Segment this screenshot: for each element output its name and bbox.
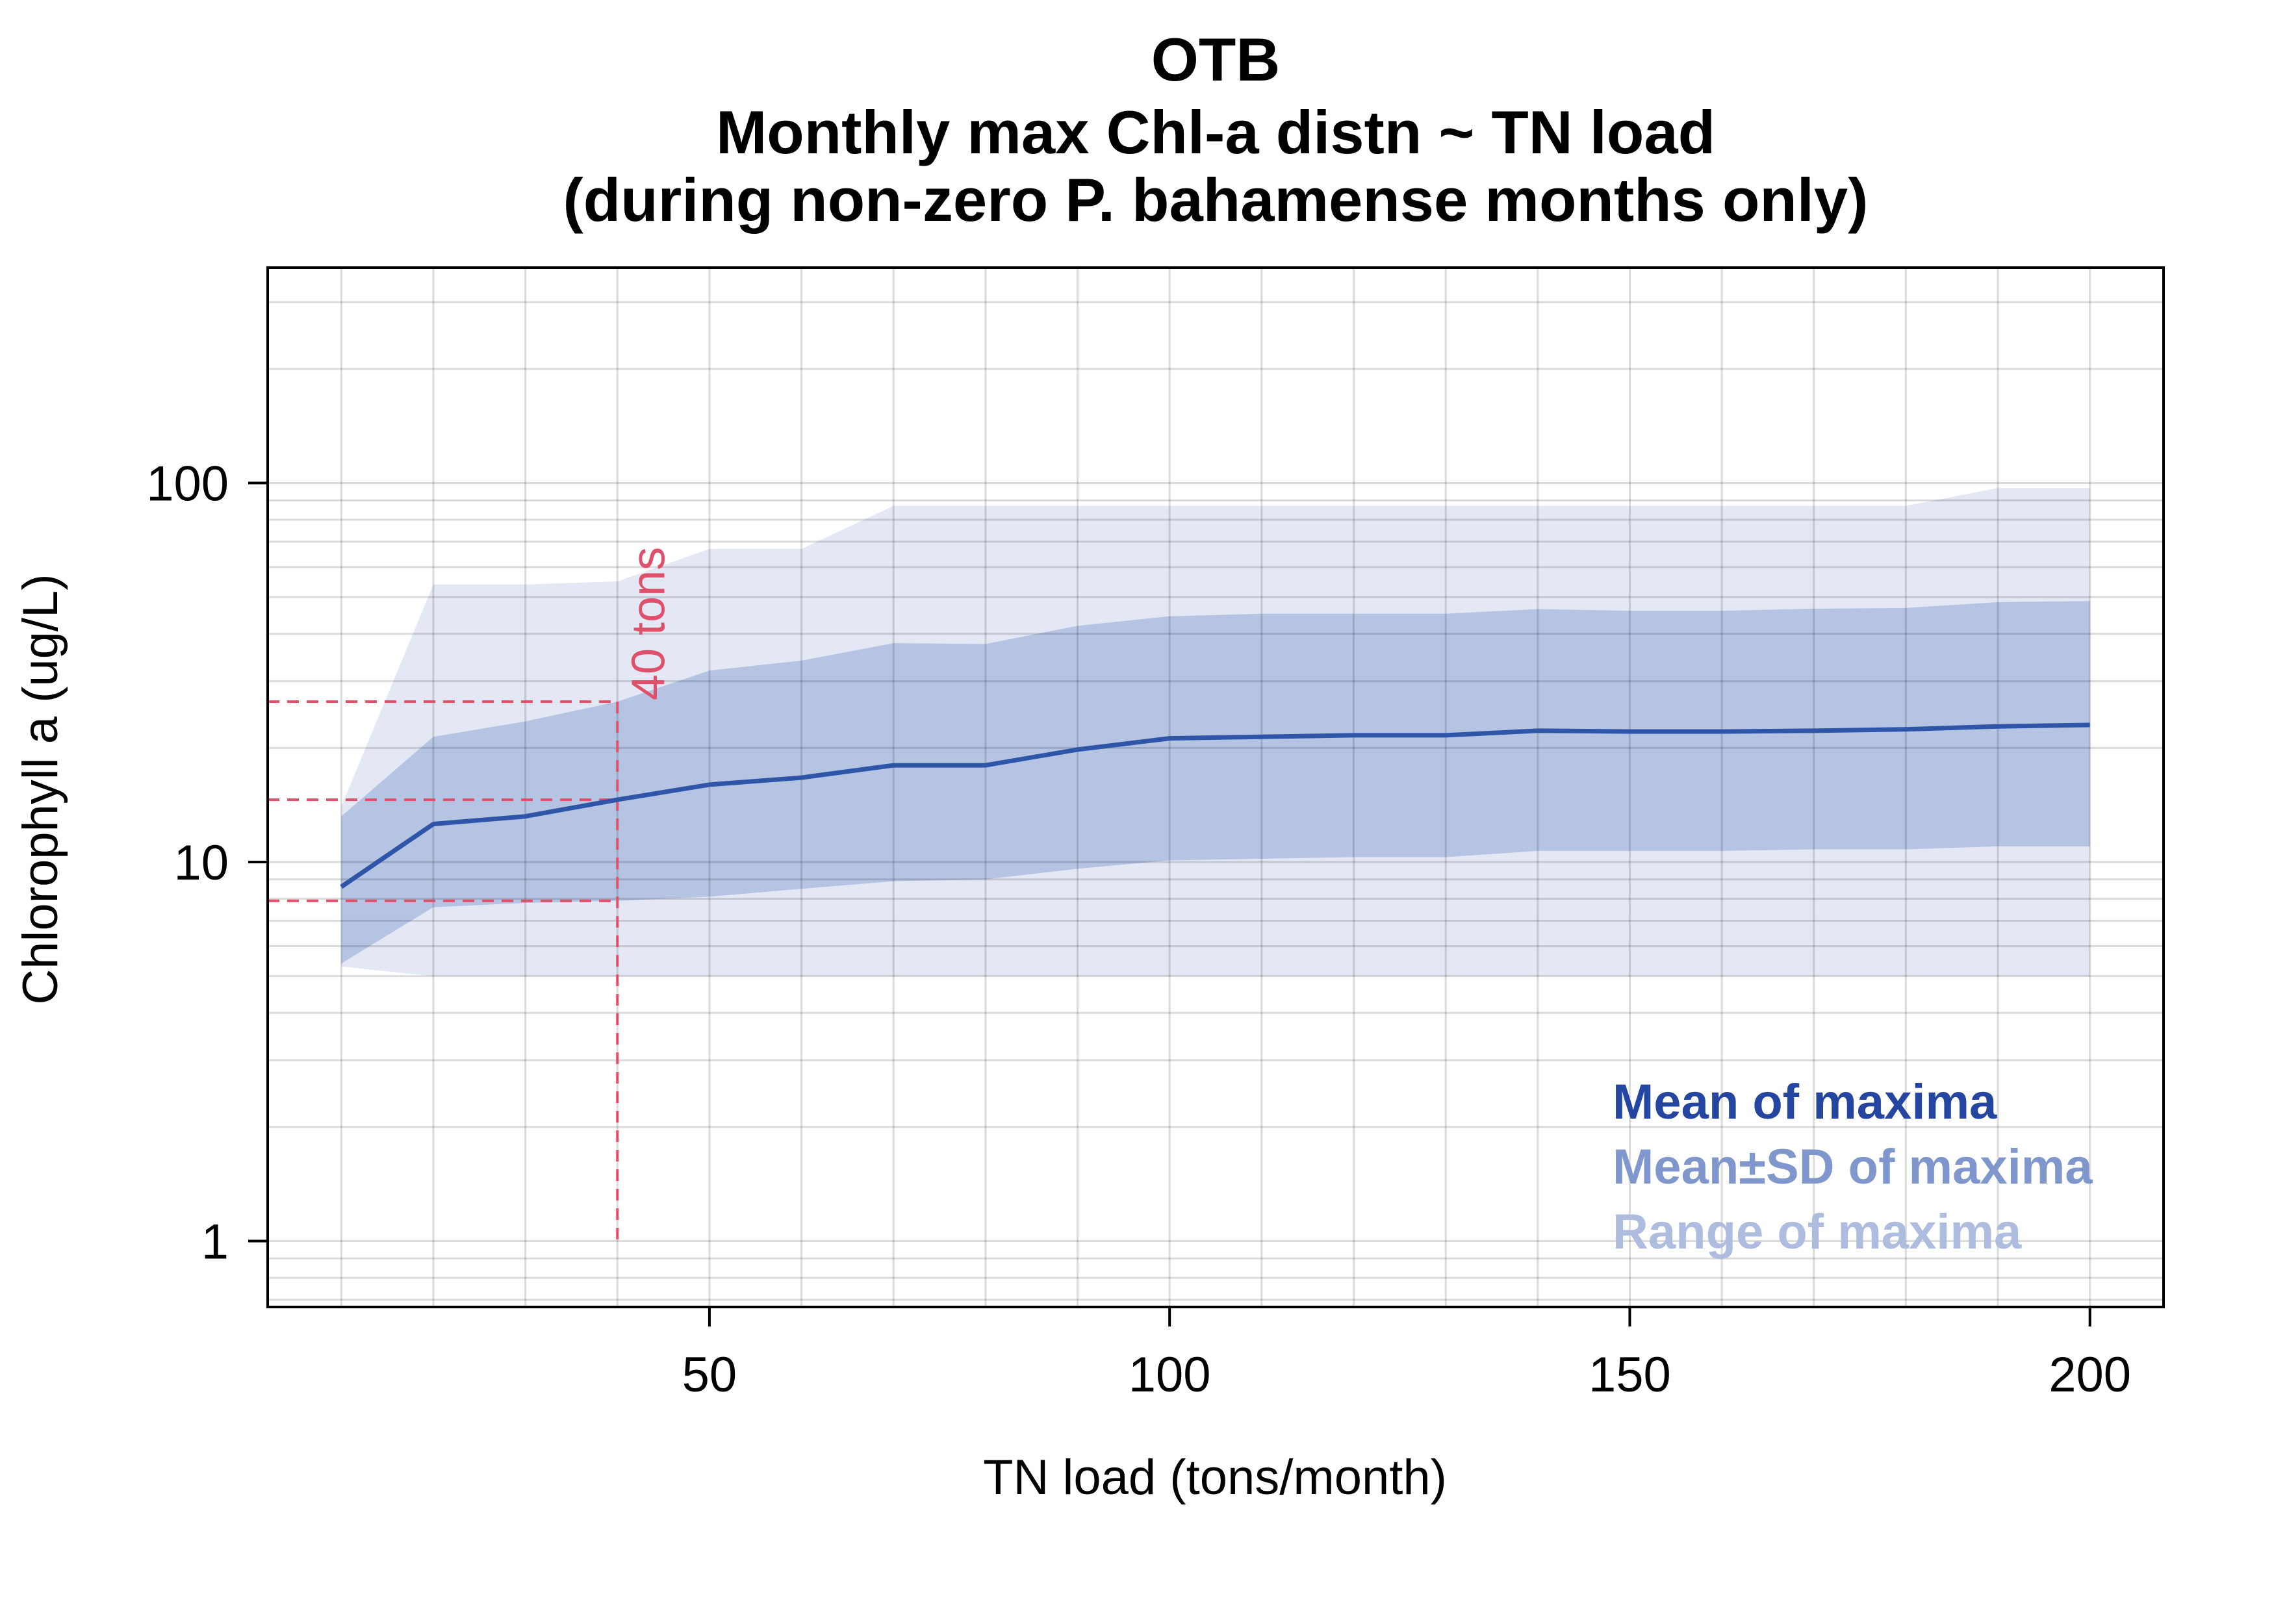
chart-subtitle-line-1: Monthly max Chl-a distn ~ TN load <box>715 98 1716 166</box>
legend: Mean of maxima Mean±SD of maxima Range of … <box>1613 1074 2093 1260</box>
plot-frame <box>266 266 2165 1308</box>
y-tick-label: 10 <box>173 835 229 891</box>
legend-item-1: Mean±SD of maxima <box>1613 1139 2093 1195</box>
chart-subtitle-line-2: (during non-zero P. bahamense months onl… <box>563 166 1869 234</box>
band-layer <box>341 488 2090 976</box>
legend-item-2: Range of maxima <box>1613 1204 2022 1260</box>
mean-line <box>340 722 2090 889</box>
legend-item-0: Mean of maxima <box>1613 1074 1997 1130</box>
x-tick-label: 100 <box>1129 1347 1211 1402</box>
grid-layer <box>268 268 2164 1307</box>
x-tick-label: 50 <box>682 1347 737 1402</box>
line-layer <box>340 722 2090 889</box>
x-axis-label: TN load (tons/month) <box>983 1450 1447 1505</box>
reference-label: 40 tons <box>622 547 674 700</box>
y-tick-label: 100 <box>146 457 229 512</box>
y-axis-label: Chlorophyll a (ug/L) <box>13 574 68 1004</box>
x-tick-label: 150 <box>1589 1347 1671 1402</box>
x-tick-label: 200 <box>2049 1347 2131 1402</box>
reference-layer: 40 tons <box>268 547 674 1241</box>
y-tick-label: 1 <box>201 1215 229 1270</box>
chart-title: OTB <box>1151 25 1281 94</box>
axes-layer: 50 100 150 200 1 10 100 <box>146 457 2131 1402</box>
sd-band <box>341 601 2090 964</box>
